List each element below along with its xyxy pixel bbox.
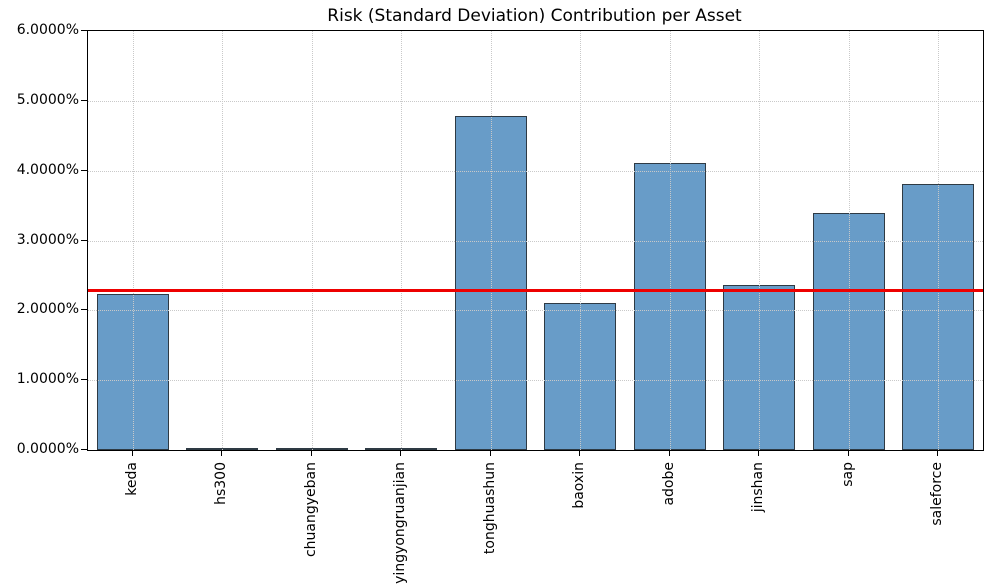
v-gridline [938,31,940,450]
v-gridline [669,31,671,450]
x-tick-mark [489,450,491,456]
h-gridline [88,100,983,102]
y-tick-label: 3.0000% [16,231,79,248]
h-gridline [88,170,983,172]
y-tick-label: 6.0000% [16,22,79,38]
x-tick-label-adobe: adobe [660,462,677,506]
y-tick-label: 2.0000% [16,301,79,318]
x-tick-label-sap: sap [839,462,856,487]
x-tick-label-keda: keda [123,462,140,496]
y-tick-mark [81,30,87,31]
plot-area [87,30,984,451]
y-tick-mark [81,379,87,381]
x-tick-label-chuangyeban: chuangyeban [302,462,319,558]
x-tick-mark [400,450,402,456]
x-tick-label-yingyongruanjian: yingyongruanjian [392,462,409,584]
v-gridline [580,31,582,450]
v-gridline [132,31,134,450]
x-tick-mark [937,450,939,456]
v-gridline [311,31,313,450]
v-gridline [490,31,492,450]
x-tick-mark [131,450,133,456]
y-tick-label: 4.0000% [16,161,79,178]
x-tick-mark [221,450,223,456]
y-tick-label: 0.0000% [16,441,79,457]
v-gridline [759,31,761,450]
h-gridline [88,310,983,312]
chart-title: Risk (Standard Deviation) Contribution p… [327,6,742,26]
x-tick-label-jinshan: jinshan [750,462,767,513]
average-reference-line [88,289,983,293]
h-gridline [88,380,983,382]
y-tick-label: 1.0000% [16,371,79,388]
v-gridline [848,31,850,450]
y-tick-mark [81,169,87,171]
x-tick-label-hs300: hs300 [213,462,230,505]
x-tick-mark [310,450,312,456]
v-gridline [401,31,403,450]
x-tick-mark [758,450,760,456]
x-tick-label-saleforce: saleforce [929,462,946,526]
y-tick-mark [81,449,87,450]
x-tick-mark [847,450,849,456]
v-gridline [222,31,224,450]
y-tick-mark [81,309,87,311]
y-tick-mark [81,239,87,241]
x-tick-label-baoxin: baoxin [571,462,588,509]
y-tick-mark [81,99,87,101]
x-tick-label-tonghuashun: tonghuashun [481,462,498,555]
h-gridline [88,240,983,242]
y-tick-label: 5.0000% [16,91,79,108]
x-tick-mark [668,450,670,456]
x-tick-mark [579,450,581,456]
